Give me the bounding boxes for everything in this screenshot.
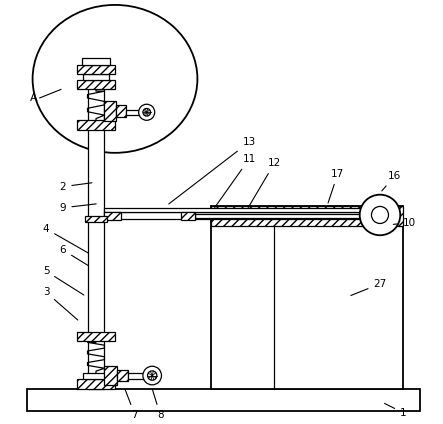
Text: 16: 16 xyxy=(382,171,401,191)
Bar xyxy=(85,216,107,222)
Bar xyxy=(116,105,125,117)
Bar xyxy=(77,120,115,130)
Bar xyxy=(77,64,115,74)
Bar xyxy=(125,110,140,115)
Bar xyxy=(211,206,403,226)
Circle shape xyxy=(148,371,157,380)
Circle shape xyxy=(143,366,162,385)
Text: 10: 10 xyxy=(393,218,416,228)
Circle shape xyxy=(139,104,155,120)
Circle shape xyxy=(143,109,151,116)
Bar xyxy=(117,371,128,381)
Text: 4: 4 xyxy=(43,224,88,253)
Bar xyxy=(105,208,380,212)
Text: 9: 9 xyxy=(60,203,96,213)
Bar xyxy=(77,332,115,341)
Bar xyxy=(105,212,380,219)
Bar xyxy=(180,212,195,220)
Text: 13: 13 xyxy=(169,137,256,204)
Text: A: A xyxy=(30,93,37,103)
Text: 5: 5 xyxy=(43,266,84,295)
Bar xyxy=(105,212,121,220)
Text: 7: 7 xyxy=(125,390,138,420)
Bar xyxy=(211,206,403,390)
Text: 11: 11 xyxy=(215,154,256,208)
Bar xyxy=(27,390,420,410)
Text: 27: 27 xyxy=(351,279,387,296)
Circle shape xyxy=(372,206,389,223)
Bar xyxy=(83,373,109,379)
Text: 17: 17 xyxy=(328,169,344,203)
Text: 6: 6 xyxy=(60,245,88,265)
Text: 12: 12 xyxy=(248,159,281,207)
Text: 1: 1 xyxy=(385,403,407,418)
Bar xyxy=(82,58,109,64)
Bar xyxy=(128,373,144,379)
Text: 3: 3 xyxy=(43,287,78,320)
Bar xyxy=(88,73,105,390)
Bar xyxy=(77,379,115,390)
Circle shape xyxy=(360,195,400,235)
Bar xyxy=(105,366,117,385)
Text: 8: 8 xyxy=(152,390,163,420)
Bar xyxy=(195,214,360,218)
Text: 2: 2 xyxy=(60,181,92,192)
Bar xyxy=(105,101,116,121)
Bar xyxy=(83,74,109,80)
Bar xyxy=(77,80,115,89)
